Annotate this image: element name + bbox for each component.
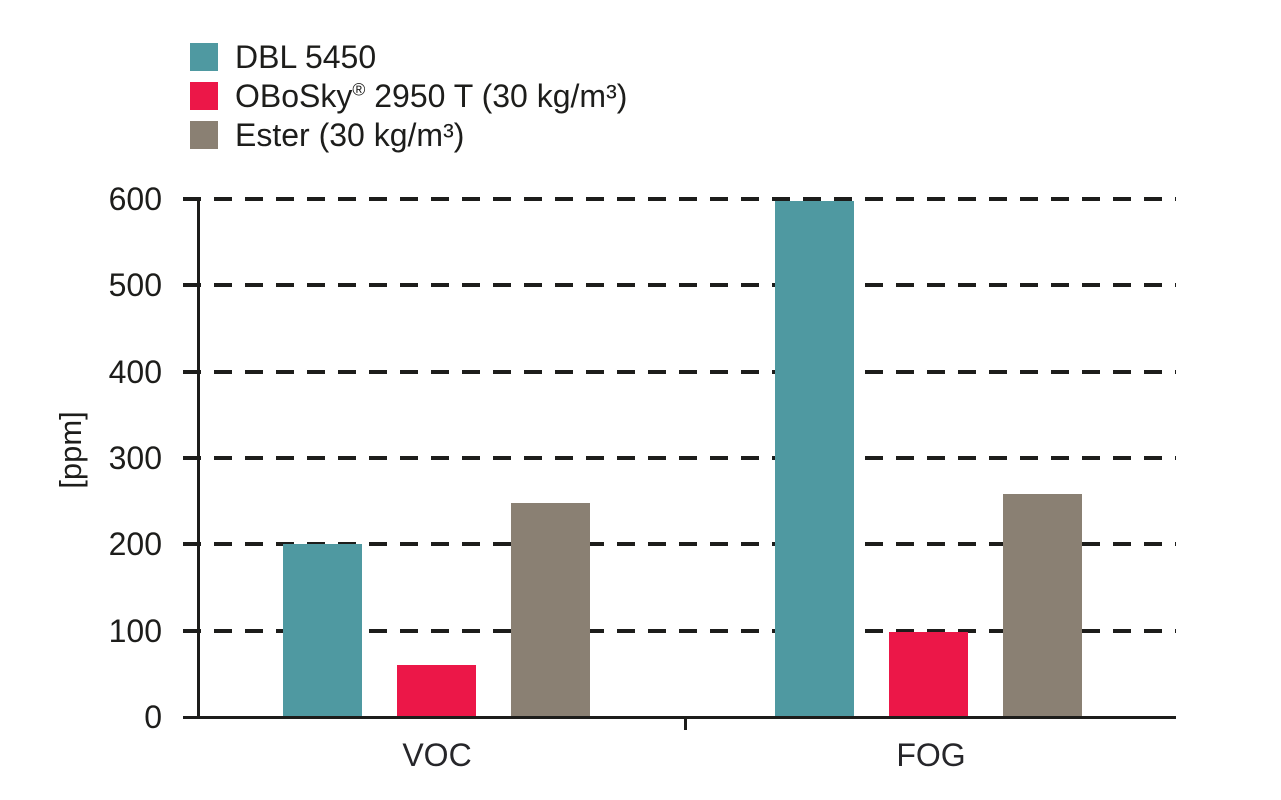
gridline-200 — [183, 542, 1176, 547]
y-tick-label-100: 100 — [108, 612, 162, 649]
legend-label-obosky-2950t: OBoSky® 2950 T (30 kg/m³) — [235, 78, 628, 114]
x-category-label-voc: VOC — [402, 737, 472, 773]
bar-fog-ester-30-kg-m — [1003, 494, 1082, 717]
y-axis-line — [197, 198, 200, 718]
gridline-100 — [183, 628, 1176, 633]
bar-voc-dbl-5450 — [283, 544, 362, 717]
legend-label-dbl-5450: DBL 5450 — [235, 39, 377, 75]
bar-voc-ester-30-kg-m — [511, 502, 590, 717]
gridline-600 — [183, 197, 1176, 201]
legend: DBL 5450 OBoSky® 2950 T (30 kg/m³) Ester… — [190, 39, 628, 160]
x-axis-line — [183, 716, 1176, 719]
gridline-400 — [183, 369, 1176, 374]
legend-label-ester: Ester (30 kg/m³) — [235, 117, 465, 153]
y-tick-label-600: 600 — [108, 181, 162, 217]
bar-voc-obosky-2950-t-30-kg-m — [397, 665, 476, 717]
x-axis-center-tick — [684, 717, 687, 730]
y-tick-label-200: 200 — [108, 526, 162, 563]
legend-item-obosky-2950t: OBoSky® 2950 T (30 kg/m³) — [190, 78, 628, 114]
gridline-500 — [183, 283, 1176, 288]
x-category-label-fog: FOG — [896, 737, 966, 773]
legend-item-ester: Ester (30 kg/m³) — [190, 117, 627, 153]
y-tick-label-300: 300 — [108, 440, 162, 476]
y-tick-label-400: 400 — [108, 353, 162, 390]
legend-swatch-dbl-5450 — [190, 43, 218, 71]
gridline-300 — [183, 456, 1176, 460]
legend-swatch-obosky-2950t — [190, 82, 218, 110]
legend-item-dbl-5450: DBL 5450 — [190, 39, 627, 75]
y-tick-label-0: 0 — [144, 699, 162, 735]
y-tick-label-500: 500 — [108, 267, 162, 304]
legend-swatch-ester — [190, 121, 218, 149]
bar-fog-dbl-5450 — [775, 200, 854, 717]
bar-fog-obosky-2950-t-30-kg-m — [889, 632, 968, 717]
